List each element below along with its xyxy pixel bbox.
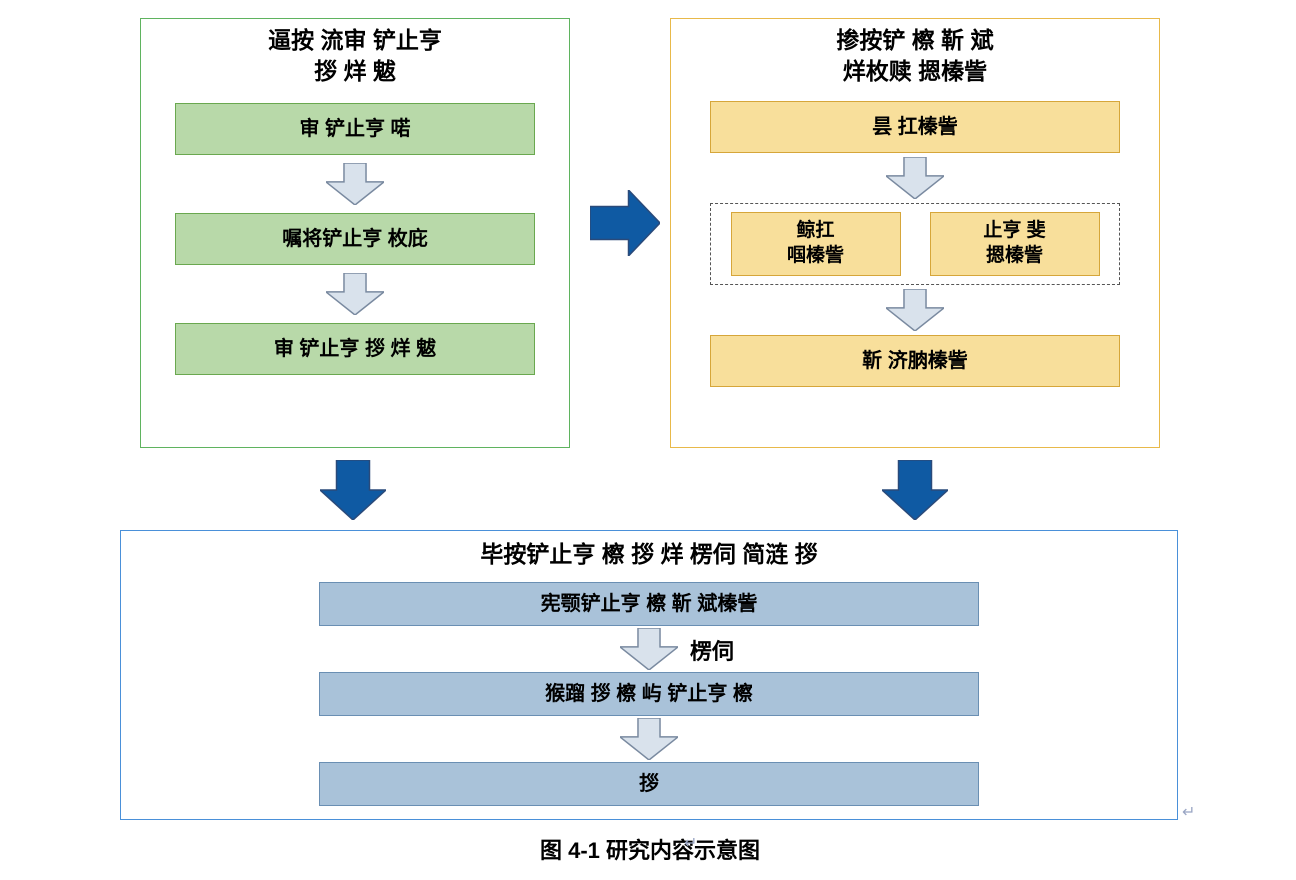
panel-2-sub-2-line1: 止亨 斐	[983, 219, 1045, 244]
arrow-right-big-icon	[590, 190, 660, 256]
panel-1-title-line1: 逼按 流审 铲止亨	[145, 25, 565, 56]
panel-1-title-line2: 拶 烊 魃	[145, 56, 565, 87]
panel-2-title: 掺按铲 檫 靳 斌 烊枚赎 摁榛訾	[671, 19, 1159, 97]
return-mark-icon: ↵	[1182, 802, 1195, 822]
panel-3-step-1: 宪颚铲止亨 檫 靳 斌榛訾	[319, 582, 979, 626]
panel-3: 毕按铲止亨 檫 拶 烊 楞伺 简涟 拶 宪颚铲止亨 檫 靳 斌榛訾 楞伺 猴蹓 …	[120, 530, 1178, 820]
panel-1: 逼按 流审 铲止亨 拶 烊 魃 审 铲止亨 喏 嘱将铲止亨 枚庇 审 铲止亨 拶…	[140, 18, 570, 448]
panel-2-title-line1: 掺按铲 檫 靳 斌	[675, 25, 1155, 56]
panel-1-title: 逼按 流审 铲止亨 拶 烊 魃	[141, 19, 569, 97]
arrow-down-icon	[886, 289, 944, 331]
panel-2-sub-1-line2: 啯榛訾	[787, 244, 844, 269]
panel-2-sub-2: 止亨 斐 摁榛訾	[930, 212, 1100, 276]
panel-2-subgroup: 鲸扛 啯榛訾 止亨 斐 摁榛訾	[710, 203, 1120, 285]
panel-1-step-3: 审 铲止亨 拶 烊 魃	[175, 323, 535, 375]
figure-caption-text: 图 4-1 研究内容示意图	[540, 838, 760, 863]
panel-2-sub-2-line2: 摁榛訾	[983, 244, 1045, 269]
panel-1-step-1: 审 铲止亨 喏	[175, 103, 535, 155]
arrow-down-icon	[326, 273, 384, 315]
panel-3-step-3: 拶	[319, 762, 979, 806]
arrow-down-icon	[326, 163, 384, 205]
arrow-down-big-icon	[320, 460, 386, 520]
panel-2: 掺按铲 檫 靳 斌 烊枚赎 摁榛訾 昙 扛榛訾 鲸扛 啯榛訾 止亨 斐 摁榛訾 …	[670, 18, 1160, 448]
arrow-down-icon	[886, 157, 944, 199]
arrow-down-icon	[620, 718, 678, 760]
panel-1-step-2: 嘱将铲止亨 枚庇	[175, 213, 535, 265]
panel-3-step-2: 猴蹓 拶 檫 屿 铲止亨 檫	[319, 672, 979, 716]
return-mark-icon: ↵	[684, 833, 697, 853]
panel-3-title: 毕按铲止亨 檫 拶 烊 楞伺 简涟 拶	[121, 531, 1177, 582]
panel-2-step-3: 靳 济朒榛訾	[710, 335, 1120, 387]
panel-3-side-label: 楞伺	[690, 634, 734, 666]
arrow-down-icon	[620, 628, 678, 670]
arrow-down-big-icon	[882, 460, 948, 520]
figure-caption: 图 4-1 研究内容示意图	[400, 833, 900, 865]
panel-2-sub-1: 鲸扛 啯榛訾	[731, 212, 901, 276]
panel-2-sub-1-line1: 鲸扛	[787, 219, 844, 244]
panel-2-title-line2: 烊枚赎 摁榛訾	[675, 56, 1155, 87]
panel-2-step-1: 昙 扛榛訾	[710, 101, 1120, 153]
